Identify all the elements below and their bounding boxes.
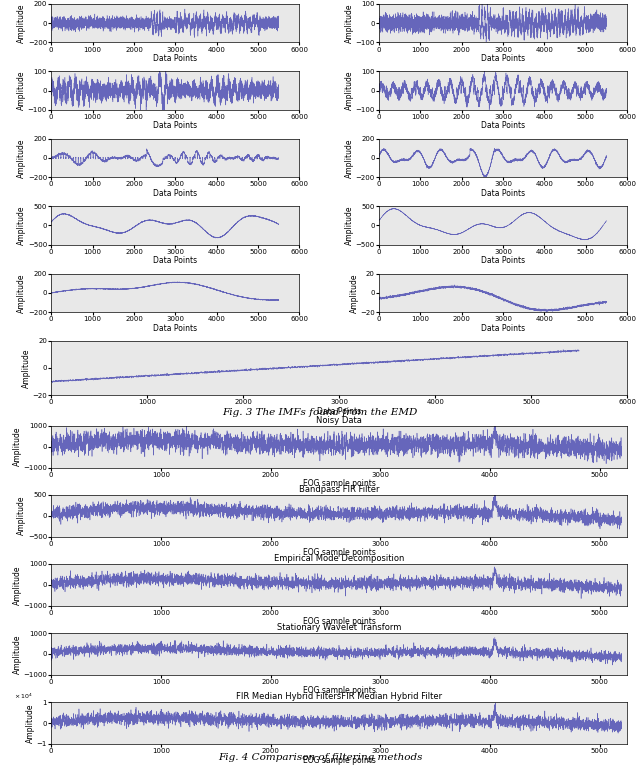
Title: Empirical Mode Decomposition: Empirical Mode Decomposition — [274, 554, 404, 563]
X-axis label: Data Points: Data Points — [481, 324, 525, 333]
Y-axis label: Amplitude: Amplitude — [345, 138, 354, 178]
X-axis label: EOG sample points: EOG sample points — [303, 548, 376, 558]
X-axis label: Data Points: Data Points — [317, 407, 361, 416]
Title: FIR Median Hybrid FiltersFIR Median Hybrid Filter: FIR Median Hybrid FiltersFIR Median Hybr… — [236, 693, 442, 701]
X-axis label: Data Points: Data Points — [481, 189, 525, 198]
X-axis label: EOG sample points: EOG sample points — [303, 686, 376, 696]
Y-axis label: Amplitude: Amplitude — [345, 71, 354, 110]
Y-axis label: Amplitude: Amplitude — [13, 634, 22, 673]
Y-axis label: Amplitude: Amplitude — [26, 703, 35, 742]
X-axis label: Data Points: Data Points — [481, 256, 525, 265]
Y-axis label: Amplitude: Amplitude — [17, 3, 26, 43]
Text: Fig. 4 Comparison of filtering methods: Fig. 4 Comparison of filtering methods — [218, 753, 422, 762]
X-axis label: Data Points: Data Points — [153, 121, 197, 130]
X-axis label: Data Points: Data Points — [481, 54, 525, 63]
X-axis label: EOG sample points: EOG sample points — [303, 479, 376, 488]
Y-axis label: Amplitude: Amplitude — [22, 348, 31, 388]
X-axis label: Data Points: Data Points — [153, 324, 197, 333]
X-axis label: Data Points: Data Points — [481, 121, 525, 130]
Title: Bandpass FIR Filter: Bandpass FIR Filter — [299, 485, 380, 494]
Y-axis label: Amplitude: Amplitude — [17, 138, 26, 178]
Y-axis label: Amplitude: Amplitude — [17, 496, 26, 535]
X-axis label: EOG sample points: EOG sample points — [303, 617, 376, 627]
X-axis label: Data Points: Data Points — [153, 189, 197, 198]
Title: Stationary Wavelet Transform: Stationary Wavelet Transform — [277, 624, 401, 632]
Y-axis label: Amplitude: Amplitude — [17, 206, 26, 245]
Y-axis label: Amplitude: Amplitude — [349, 273, 358, 313]
Y-axis label: Amplitude: Amplitude — [13, 565, 22, 604]
Y-axis label: Amplitude: Amplitude — [345, 3, 354, 43]
Title: Noisy Data: Noisy Data — [316, 416, 362, 425]
Y-axis label: Amplitude: Amplitude — [17, 273, 26, 313]
Text: $\times\,10^4$: $\times\,10^4$ — [14, 692, 33, 701]
Y-axis label: Amplitude: Amplitude — [13, 427, 22, 466]
Y-axis label: Amplitude: Amplitude — [17, 71, 26, 110]
X-axis label: EOG sample points: EOG sample points — [303, 755, 376, 765]
X-axis label: Data Points: Data Points — [153, 256, 197, 265]
Y-axis label: Amplitude: Amplitude — [345, 206, 354, 245]
Text: Fig. 3 The IMFs found from the EMD: Fig. 3 The IMFs found from the EMD — [222, 408, 418, 417]
X-axis label: Data Points: Data Points — [153, 54, 197, 63]
